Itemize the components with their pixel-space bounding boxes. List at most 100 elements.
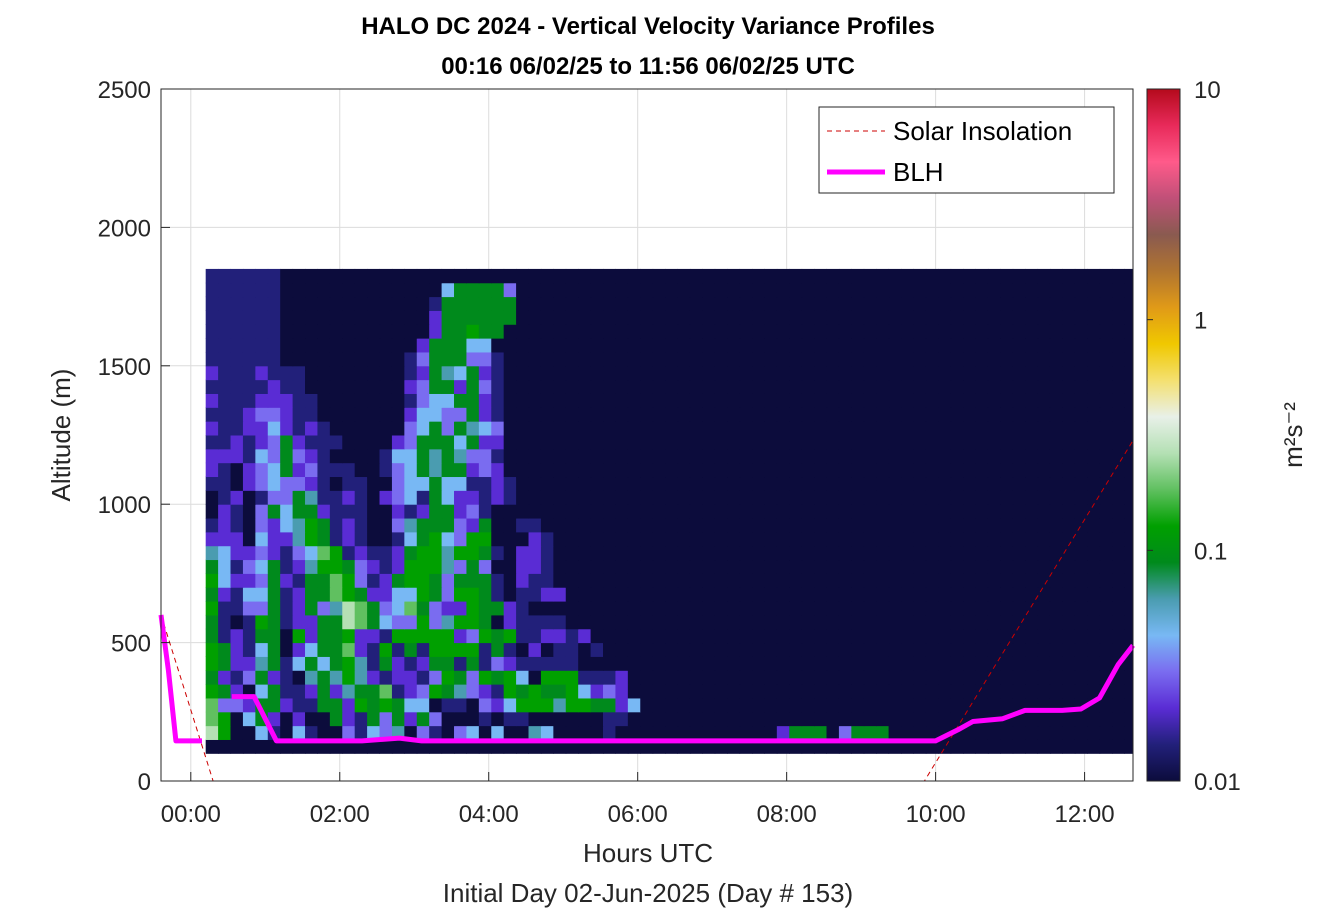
heatmap-cell <box>391 379 405 394</box>
heatmap-cell <box>1025 476 1039 491</box>
heatmap-cell <box>1012 435 1026 450</box>
heatmap-cell <box>516 531 530 547</box>
heatmap-cell <box>876 504 890 519</box>
heatmap-cell <box>292 684 306 699</box>
heatmap-cell <box>242 697 256 713</box>
heatmap-cell <box>553 545 567 561</box>
heatmap-cell <box>702 697 716 713</box>
heatmap-cell <box>367 642 381 657</box>
heatmap-cell <box>1087 310 1101 325</box>
heatmap-cell <box>603 573 616 588</box>
heatmap-cell <box>901 421 914 436</box>
heatmap-cell <box>1000 642 1014 657</box>
heatmap-cell <box>950 476 964 491</box>
heatmap-cell <box>603 642 616 657</box>
heatmap-cell <box>963 697 976 713</box>
heatmap-cell <box>665 351 679 367</box>
heatmap-cell <box>764 504 778 519</box>
heatmap-cell <box>478 379 492 394</box>
heatmap-cell <box>367 711 381 727</box>
heatmap-cell <box>1074 601 1088 616</box>
heatmap-cell <box>764 684 778 699</box>
heatmap-cell <box>242 725 256 740</box>
heatmap-cell <box>590 670 604 685</box>
heatmap-cell <box>354 628 368 644</box>
heatmap-cell <box>925 573 939 588</box>
heatmap-cell <box>789 407 803 422</box>
heatmap-cell <box>553 282 567 298</box>
heatmap-cell <box>205 670 219 685</box>
heatmap-cell <box>764 351 778 367</box>
heatmap-cell <box>491 379 505 394</box>
heatmap-cell <box>466 559 480 574</box>
heatmap-cell <box>714 365 728 381</box>
heatmap-cell <box>565 268 579 284</box>
heatmap-cell <box>652 504 666 519</box>
heatmap-cell <box>851 573 865 588</box>
heatmap-cell <box>764 407 778 422</box>
heatmap-cell <box>888 379 902 394</box>
heatmap-cell <box>540 656 554 671</box>
heatmap-cell <box>1025 296 1039 311</box>
heatmap-cell <box>404 268 418 284</box>
heatmap-cell <box>627 338 641 353</box>
heatmap-cell <box>714 670 728 685</box>
heatmap-cell <box>665 642 679 657</box>
heatmap-cell <box>1112 545 1125 561</box>
heatmap-cell <box>218 448 232 464</box>
heatmap-cell <box>491 338 505 353</box>
heatmap-cell <box>317 711 331 727</box>
y-axis-label: Altitude (m) <box>46 369 76 502</box>
heatmap-cell <box>590 559 604 574</box>
heatmap-cell <box>391 407 405 422</box>
heatmap-cell <box>640 559 654 574</box>
heatmap-cell <box>987 739 1001 754</box>
heatmap-cell <box>627 393 641 408</box>
heatmap-cell <box>590 310 604 325</box>
heatmap-cell <box>826 697 840 713</box>
heatmap-cell <box>888 490 902 505</box>
heatmap-cell <box>938 628 952 644</box>
heatmap-cell <box>218 365 232 381</box>
x-tick-label: 08:00 <box>757 801 817 828</box>
heatmap-cell <box>354 601 368 616</box>
heatmap-cell <box>776 656 790 671</box>
heatmap-cell <box>342 462 356 478</box>
heatmap-cell <box>888 559 902 574</box>
heatmap-cell <box>950 711 964 727</box>
heatmap-cell <box>801 393 815 408</box>
heatmap-cell <box>329 531 343 547</box>
heatmap-cell <box>491 642 505 657</box>
heatmap-cell <box>416 614 430 630</box>
heatmap-cell <box>714 393 728 408</box>
heatmap-cell <box>367 282 381 298</box>
heatmap-cell <box>1124 407 1134 422</box>
heatmap-cell <box>1099 587 1113 602</box>
heatmap-cell <box>627 559 641 574</box>
heatmap-cell <box>863 684 877 699</box>
heatmap-cell <box>776 545 790 561</box>
heatmap-cell <box>205 407 219 422</box>
heatmap-cell <box>516 379 530 394</box>
heatmap-cell <box>739 711 753 727</box>
heatmap-cell <box>230 379 244 394</box>
heatmap-cell <box>305 518 318 533</box>
heatmap-cell <box>342 379 356 394</box>
heatmap-cell <box>466 628 480 644</box>
heatmap-cell <box>714 351 728 367</box>
heatmap-cell <box>1074 435 1088 450</box>
heatmap-cell <box>677 711 691 727</box>
heatmap-cell <box>776 421 790 436</box>
heatmap-cell <box>540 324 554 339</box>
heatmap-cell <box>789 545 803 561</box>
heatmap-cell <box>528 504 542 519</box>
heatmap-cell <box>329 601 343 616</box>
heatmap-cell <box>429 587 443 602</box>
heatmap-cell <box>987 338 1001 353</box>
heatmap-cell <box>1000 573 1014 588</box>
heatmap-cell <box>1074 338 1088 353</box>
heatmap-cell <box>255 365 269 381</box>
heatmap-cell <box>776 351 790 367</box>
heatmap-cell <box>590 545 604 561</box>
heatmap-cell <box>1074 725 1088 740</box>
